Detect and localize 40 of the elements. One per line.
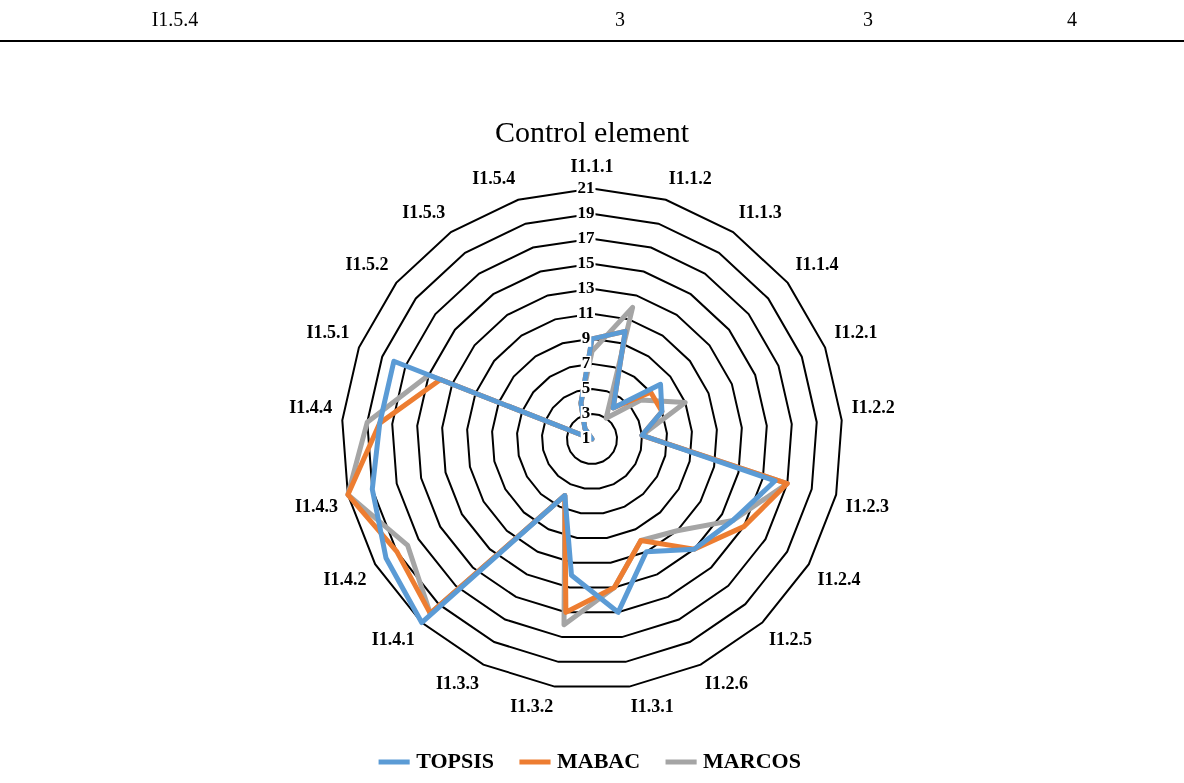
text: 3 bbox=[615, 8, 625, 31]
spoke-label: I1.2.1 bbox=[834, 321, 878, 342]
y-tick-label: 5 bbox=[581, 378, 591, 398]
spoke-label: I1.5.3 bbox=[402, 201, 446, 222]
spoke-label: I1.2.6 bbox=[704, 673, 748, 694]
y-tick-label: 13 bbox=[577, 278, 595, 298]
legend-label: TOPSIS bbox=[416, 747, 494, 773]
spoke-label: I1.1.4 bbox=[795, 254, 839, 275]
spoke-label: I1.4.2 bbox=[323, 568, 367, 589]
chart-title: Control element bbox=[494, 114, 690, 148]
y-tick-label: 21 bbox=[577, 177, 595, 197]
y-tick-label: 7 bbox=[581, 353, 591, 373]
spoke-label: I1.5.2 bbox=[345, 254, 389, 275]
spoke-label: I1.4.3 bbox=[295, 496, 339, 517]
spoke-label: I1.4.1 bbox=[371, 629, 415, 650]
spoke-label: I1.5.4 bbox=[472, 168, 516, 189]
legend-label: MARCOS bbox=[703, 747, 801, 773]
y-tick-label: 3 bbox=[581, 403, 591, 423]
spoke-label: I1.1.1 bbox=[570, 156, 614, 177]
spoke-label: I1.3.1 bbox=[630, 695, 674, 716]
y-tick-label: 19 bbox=[577, 203, 595, 223]
text: I1.5.4 bbox=[151, 8, 199, 31]
spoke-label: I1.5.1 bbox=[306, 321, 350, 342]
spoke-label: I1.3.3 bbox=[436, 673, 480, 694]
spoke-label: I1.2.3 bbox=[845, 496, 889, 517]
spoke-label: I1.2.4 bbox=[817, 568, 861, 589]
spoke-label: I1.2.2 bbox=[851, 397, 895, 418]
spoke-label: I1.1.3 bbox=[738, 201, 782, 222]
y-tick-label: 11 bbox=[577, 303, 595, 323]
legend-label: MABAC bbox=[556, 747, 641, 773]
spoke-label: I1.4.4 bbox=[289, 397, 333, 418]
y-tick-label: 17 bbox=[577, 228, 595, 248]
spoke-label: I1.3.2 bbox=[510, 695, 554, 716]
y-tick-label: 9 bbox=[581, 328, 591, 348]
spoke-label: I1.2.5 bbox=[769, 629, 813, 650]
y-tick-label: 15 bbox=[577, 253, 595, 273]
spoke-label: I1.1.2 bbox=[668, 168, 712, 189]
text: 3 bbox=[863, 8, 873, 31]
y-tick-label: 1 bbox=[581, 428, 591, 448]
text: 4 bbox=[1067, 8, 1077, 31]
